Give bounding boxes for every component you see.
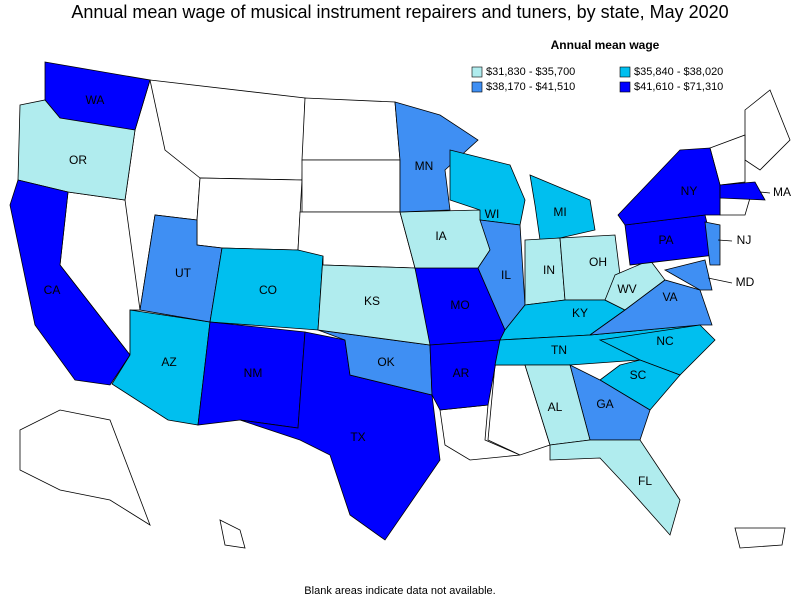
state [719, 181, 766, 201]
state-label: TN [551, 343, 567, 357]
state-blank [301, 159, 401, 213]
state-label: NC [656, 334, 674, 348]
state-label: WI [485, 207, 500, 221]
legend-label: $31,830 - $35,700 [486, 66, 575, 78]
leader-line [759, 191, 771, 194]
state-label: AL [548, 400, 563, 414]
state-label: IA [435, 229, 446, 243]
state-label: GA [596, 397, 613, 411]
legend-label: $35,840 - $38,020 [634, 66, 723, 78]
state-label: KS [364, 294, 380, 308]
legend-swatch [619, 81, 631, 93]
state-blank [19, 409, 151, 526]
state [588, 279, 713, 336]
state-label: SC [630, 368, 647, 382]
state [549, 439, 681, 536]
no-data-states [19, 79, 791, 549]
leader-line [707, 277, 733, 284]
state-blank [301, 97, 401, 161]
states: WA OR CA AZ UT CO NM TX OK KS MO AR IA MN WI IL MI IN OH KY… [9, 61, 791, 541]
state-label: VA [662, 290, 677, 304]
footnote: Blank areas indicate data not available. [304, 585, 495, 597]
state [599, 359, 681, 411]
state-label: IN [543, 263, 555, 277]
state-label: TX [350, 430, 365, 444]
state-blank [196, 177, 303, 251]
state [429, 339, 501, 411]
state-blank [219, 519, 246, 549]
legend-label: $38,170 - $41,510 [486, 81, 575, 93]
state-label: FL [638, 474, 652, 488]
state-label: OR [69, 153, 87, 167]
state-label: MO [450, 298, 469, 312]
state [663, 259, 713, 291]
state [9, 179, 131, 386]
map-title: Annual mean wage of musical instrument r… [71, 2, 728, 22]
state-label: NJ [737, 233, 752, 247]
state-blank [719, 197, 751, 216]
state-blank [744, 89, 791, 171]
state-label: MD [736, 275, 755, 289]
state-label: IL [501, 268, 511, 282]
leader-line [717, 239, 733, 242]
state-label: OK [377, 355, 394, 369]
state-label: MI [553, 205, 566, 219]
state-label: PA [658, 233, 673, 247]
state [704, 221, 721, 266]
state-label: NY [681, 184, 698, 198]
state-label: CO [259, 283, 277, 297]
state-label: MN [415, 159, 434, 173]
state-label: OH [589, 255, 607, 269]
legend-swatch [471, 81, 483, 93]
legend: $31,830 - $35,700 $35,840 - $38,020 $38,17… [471, 66, 723, 93]
legend-swatch [619, 66, 631, 78]
state-label: CA [44, 283, 61, 297]
state-label: NM [244, 366, 263, 380]
state-blank [734, 527, 786, 549]
state-label: MA [773, 185, 791, 199]
state [394, 101, 479, 213]
state-label: KY [572, 306, 588, 320]
state [617, 147, 721, 226]
state-label: AZ [161, 355, 176, 369]
legend-title: Annual mean wage [551, 38, 660, 52]
state [598, 324, 716, 376]
legend-swatch [471, 66, 483, 78]
state-label: WA [86, 93, 105, 107]
legend-label: $41,610 - $71,310 [634, 81, 723, 93]
state-label: UT [175, 266, 192, 280]
state-label: WV [617, 282, 636, 296]
state-label: AR [453, 366, 470, 380]
